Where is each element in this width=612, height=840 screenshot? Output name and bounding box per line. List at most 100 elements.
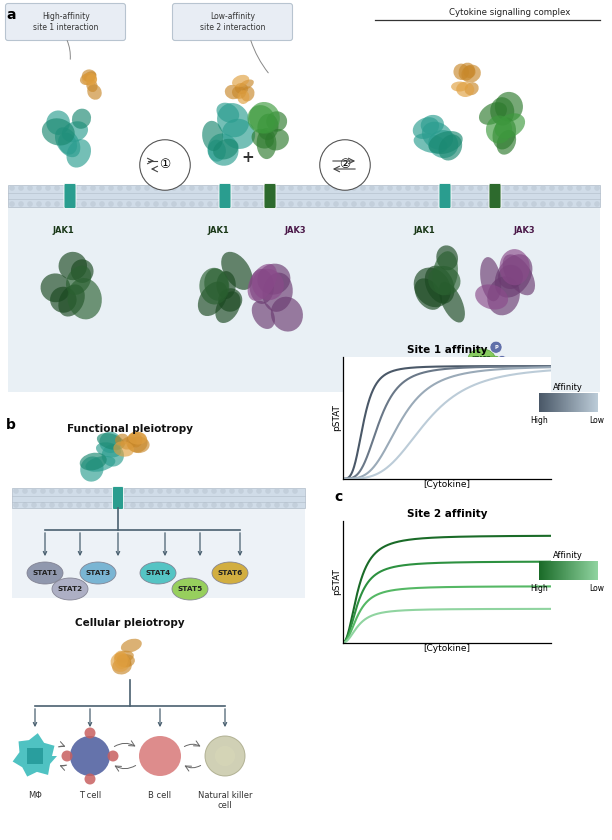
Circle shape <box>540 202 546 207</box>
Ellipse shape <box>247 105 275 134</box>
Circle shape <box>36 185 42 191</box>
Y-axis label: pSTAT: pSTAT <box>332 405 341 431</box>
Circle shape <box>22 488 28 494</box>
Circle shape <box>108 185 114 191</box>
FancyBboxPatch shape <box>113 486 124 510</box>
Circle shape <box>342 202 348 207</box>
Circle shape <box>9 185 15 191</box>
Ellipse shape <box>121 638 142 653</box>
Circle shape <box>360 202 366 207</box>
Circle shape <box>468 185 474 191</box>
Ellipse shape <box>40 273 70 302</box>
Circle shape <box>135 185 141 191</box>
Ellipse shape <box>493 118 516 150</box>
Ellipse shape <box>412 117 439 139</box>
Ellipse shape <box>117 654 132 667</box>
Text: JAK1: JAK1 <box>413 226 435 235</box>
Text: STAT5: STAT5 <box>483 363 504 368</box>
Ellipse shape <box>80 456 103 481</box>
Ellipse shape <box>82 70 96 82</box>
Circle shape <box>378 185 384 191</box>
Circle shape <box>288 202 294 207</box>
Circle shape <box>247 488 253 494</box>
Ellipse shape <box>422 122 453 150</box>
Circle shape <box>108 202 114 207</box>
Circle shape <box>585 202 591 207</box>
Text: Natural killer
cell: Natural killer cell <box>198 791 252 811</box>
Ellipse shape <box>202 121 223 151</box>
Ellipse shape <box>495 92 523 122</box>
Circle shape <box>157 502 163 508</box>
Circle shape <box>238 488 244 494</box>
Ellipse shape <box>479 102 507 125</box>
Circle shape <box>360 185 366 191</box>
Text: JAK3: JAK3 <box>513 226 535 235</box>
Circle shape <box>387 185 393 191</box>
Circle shape <box>63 185 69 191</box>
Circle shape <box>13 488 19 494</box>
Ellipse shape <box>111 653 130 672</box>
Ellipse shape <box>451 81 468 92</box>
Circle shape <box>171 185 177 191</box>
Circle shape <box>247 502 253 508</box>
Text: B cell: B cell <box>149 791 171 800</box>
Ellipse shape <box>480 356 507 374</box>
Circle shape <box>315 202 321 207</box>
Circle shape <box>396 202 402 207</box>
Circle shape <box>495 202 501 207</box>
Circle shape <box>220 502 226 508</box>
Circle shape <box>274 488 280 494</box>
Ellipse shape <box>271 297 303 332</box>
Ellipse shape <box>458 63 475 81</box>
Circle shape <box>189 185 195 191</box>
Circle shape <box>324 202 330 207</box>
Circle shape <box>99 185 105 191</box>
Circle shape <box>261 202 267 207</box>
Title: Affinity: Affinity <box>553 551 583 560</box>
Circle shape <box>414 202 420 207</box>
Circle shape <box>424 185 429 191</box>
Circle shape <box>333 185 339 191</box>
X-axis label: [Cytokine]: [Cytokine] <box>424 480 470 489</box>
Circle shape <box>198 185 204 191</box>
Ellipse shape <box>266 111 287 132</box>
Ellipse shape <box>258 113 278 140</box>
Ellipse shape <box>463 66 476 78</box>
Ellipse shape <box>486 115 512 144</box>
Text: P: P <box>494 344 498 349</box>
Text: STAT4: STAT4 <box>146 570 171 576</box>
Ellipse shape <box>498 265 523 289</box>
Circle shape <box>496 355 508 368</box>
Circle shape <box>558 185 564 191</box>
Ellipse shape <box>66 265 91 295</box>
Circle shape <box>67 488 73 494</box>
Title: Site 2 affinity: Site 2 affinity <box>406 509 487 518</box>
Circle shape <box>166 488 172 494</box>
Circle shape <box>193 502 199 508</box>
Circle shape <box>112 488 118 494</box>
Ellipse shape <box>464 422 488 438</box>
Circle shape <box>18 202 24 207</box>
Circle shape <box>175 488 181 494</box>
Circle shape <box>567 202 573 207</box>
Circle shape <box>153 185 159 191</box>
Circle shape <box>67 502 73 508</box>
Ellipse shape <box>128 437 149 453</box>
Polygon shape <box>437 399 547 435</box>
Circle shape <box>432 185 438 191</box>
Circle shape <box>405 202 411 207</box>
Circle shape <box>144 202 150 207</box>
Circle shape <box>157 488 163 494</box>
Circle shape <box>27 202 33 207</box>
Title: Affinity: Affinity <box>553 383 583 392</box>
Circle shape <box>424 202 429 207</box>
Ellipse shape <box>55 128 80 157</box>
Circle shape <box>202 502 208 508</box>
Circle shape <box>126 202 132 207</box>
Ellipse shape <box>58 133 77 155</box>
Ellipse shape <box>80 453 106 470</box>
Circle shape <box>49 502 55 508</box>
Circle shape <box>297 185 303 191</box>
Circle shape <box>211 488 217 494</box>
Circle shape <box>486 202 492 207</box>
